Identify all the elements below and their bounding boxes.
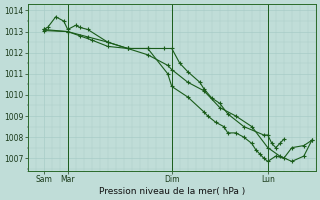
X-axis label: Pression niveau de la mer( hPa ): Pression niveau de la mer( hPa ) [99,187,245,196]
